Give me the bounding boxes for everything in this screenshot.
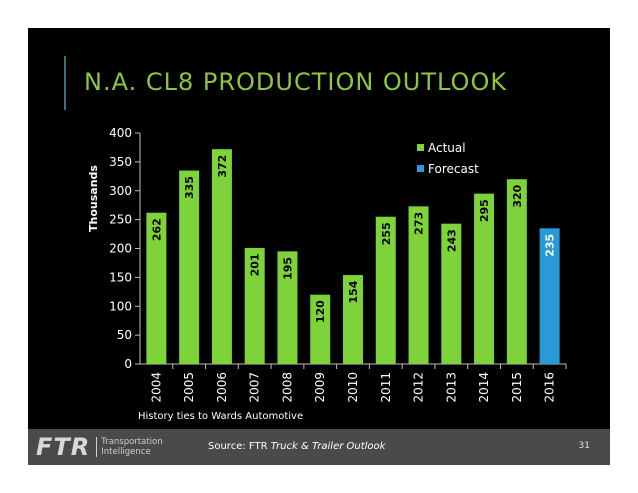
bar-forecast-2016	[539, 228, 560, 364]
footer-bar: FTR Transportation Intelligence Source: …	[28, 429, 610, 465]
title-accent-line	[64, 56, 66, 110]
x-tick-label-2014: 2014	[477, 372, 491, 403]
logo-subtitle: Transportation Intelligence	[96, 437, 163, 457]
bar-actual-2015	[506, 179, 527, 364]
slide-title: N.A. CL8 PRODUCTION OUTLOOK	[84, 68, 508, 96]
data-label-2011: 255	[380, 222, 393, 245]
x-tick-label-2008: 2008	[280, 372, 294, 403]
x-tick-label-2011: 2011	[379, 372, 393, 403]
data-label-2010: 154	[347, 280, 360, 303]
legend-label-actual: Actual	[428, 141, 466, 155]
data-label-2009: 120	[314, 300, 327, 323]
y-tick-label: 250	[109, 213, 132, 227]
bar-actual-2013	[441, 223, 462, 364]
x-tick-label-2015: 2015	[510, 372, 524, 403]
y-tick-label: 0	[124, 357, 132, 371]
y-tick-label: 300	[109, 184, 132, 198]
data-label-2012: 273	[413, 212, 426, 235]
x-tick-label-2006: 2006	[215, 372, 229, 403]
y-tick-label: 200	[109, 242, 132, 256]
bar-chart: 0 50 100 150 200 250 300 350 400 Thousands 262 2004…	[87, 126, 567, 403]
data-label-2005: 335	[183, 176, 196, 199]
bar-actual-2007	[244, 247, 265, 364]
slide: N.A. CL8 PRODUCTION OUTLOOK 0 50 100 150 200…	[28, 28, 610, 465]
source-text: Source: FTR Truck & Trailer Outlook	[208, 441, 385, 452]
logo-subtitle-line-1: Transportation	[101, 437, 163, 447]
data-label-2013: 243	[445, 229, 458, 252]
bar-actual-2012	[408, 206, 429, 364]
x-tick-label-2013: 2013	[444, 372, 458, 403]
legend-swatch-forecast	[417, 165, 424, 172]
bar-actual-2004	[146, 212, 167, 364]
bar-actual-2008	[277, 251, 298, 364]
source-prefix: Source: FTR	[208, 441, 271, 452]
bar-actual-2005	[179, 170, 200, 364]
y-tick-label: 100	[109, 299, 132, 313]
data-label-2007: 201	[249, 253, 262, 276]
bar-actual-2009	[310, 294, 331, 364]
history-note: History ties to Wards Automotive	[138, 411, 304, 422]
ftr-logo: FTR Transportation Intelligence	[36, 433, 163, 461]
data-label-2006: 372	[216, 155, 229, 178]
x-tick-label-2005: 2005	[182, 372, 196, 403]
y-tick-label: 400	[109, 126, 132, 140]
x-tick-label-2012: 2012	[412, 372, 426, 403]
x-tick-label-2007: 2007	[248, 372, 262, 403]
y-tick-label: 150	[109, 270, 132, 284]
y-axis-title: Thousands	[87, 165, 100, 232]
y-tick-label: 50	[117, 328, 132, 342]
x-tick-label-2010: 2010	[346, 372, 360, 403]
logo-subtitle-line-2: Intelligence	[101, 447, 151, 457]
legend-swatch-actual	[417, 144, 424, 151]
bar-actual-2010	[343, 275, 363, 364]
data-label-2004: 262	[150, 218, 163, 241]
bar-actual-2006	[211, 149, 232, 364]
x-tick-label-2009: 2009	[313, 372, 327, 403]
source-title: Truck & Trailer Outlook	[270, 441, 386, 452]
data-label-2015: 320	[511, 184, 524, 207]
data-label-2014: 295	[478, 199, 491, 222]
x-tick-label-2004: 2004	[149, 372, 163, 403]
y-tick-label: 350	[109, 155, 132, 169]
logo-text: FTR	[36, 433, 91, 461]
data-label-2008: 195	[281, 257, 294, 280]
data-label-2016: 235	[544, 234, 557, 257]
page-number: 31	[578, 441, 590, 451]
legend-label-forecast: Forecast	[428, 162, 479, 176]
bar-actual-2011	[375, 216, 396, 364]
x-tick-label-2016: 2016	[543, 372, 557, 403]
bar-actual-2014	[474, 193, 495, 364]
